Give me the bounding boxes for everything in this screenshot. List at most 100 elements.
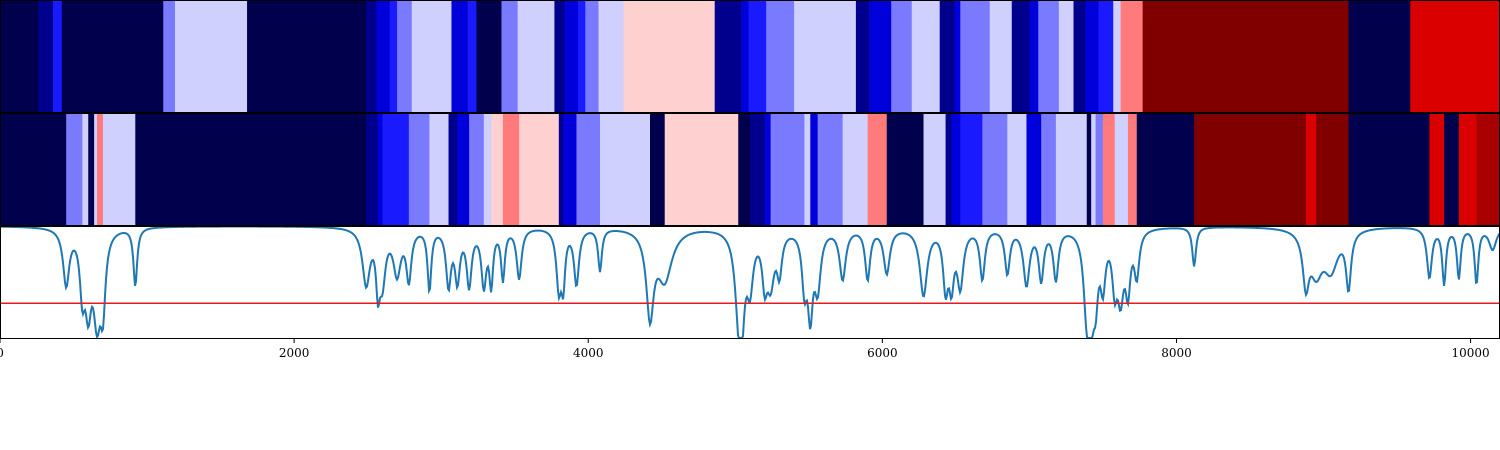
x-tick-label: 6000 (867, 346, 898, 360)
heatmap-cell (1410, 0, 1500, 112)
heatmap-cell (408, 113, 430, 225)
heatmap-cell (558, 113, 564, 225)
heatmap-cell (954, 0, 961, 112)
x-tick-label: 2000 (279, 346, 310, 360)
heatmap-cell (97, 113, 104, 225)
heatmap-cell (1058, 0, 1074, 112)
heatmap-cell (94, 113, 98, 225)
heatmap-cell (923, 113, 946, 225)
heatmap-cell (1113, 0, 1121, 112)
heatmap-strip-top (0, 0, 1500, 112)
heatmap-cell (175, 0, 248, 112)
heatmap-cell (451, 0, 469, 112)
heatmap-cell (397, 0, 413, 112)
heatmap-cell (1098, 0, 1114, 112)
heatmap-cell (1348, 113, 1430, 225)
heatmap-cell (82, 113, 89, 225)
heatmap-cell (576, 113, 601, 225)
heatmap-strip-middle (0, 113, 1500, 225)
heatmap-cell (867, 113, 888, 225)
heatmap-cell (376, 0, 391, 112)
heatmap-cell (1305, 113, 1317, 225)
heatmap-cell (804, 113, 811, 225)
heatmap-cell (491, 113, 504, 225)
heatmap-cell (748, 0, 767, 112)
heatmap-cell (600, 113, 651, 225)
heatmap-cell (0, 113, 67, 225)
heatmap-cell (1476, 113, 1500, 225)
heatmap-cell (517, 0, 555, 112)
x-tick-label: 10000 (1451, 346, 1489, 360)
heatmap-cell (945, 113, 952, 225)
heatmap-cell (855, 0, 870, 112)
heatmap-cell (429, 113, 449, 225)
heatmap-cell (247, 0, 367, 112)
heatmap-cell (1127, 113, 1138, 225)
heatmap-cell (989, 0, 1013, 112)
heatmap-cell (467, 0, 477, 112)
heatmap-cell (366, 113, 379, 225)
heatmap-cell (794, 0, 857, 112)
heatmap-cell (714, 0, 742, 112)
heatmap-cell (1429, 113, 1445, 225)
heatmap-cell (1348, 0, 1411, 112)
x-tick-label: 4000 (573, 346, 604, 360)
heatmap-cell (483, 113, 492, 225)
heatmap-cell (764, 113, 771, 225)
heatmap-cell (585, 0, 599, 112)
heatmap-cell (951, 113, 961, 225)
heatmap-cell (1458, 113, 1477, 225)
heatmap-cell (1007, 113, 1027, 225)
series-line (0, 225, 1500, 340)
heatmap-cell (770, 113, 805, 225)
heatmap-cell (448, 113, 458, 225)
x-tick-label: 0 (0, 346, 4, 360)
heatmap-cell (766, 0, 795, 112)
x-tick-label: 8000 (1161, 346, 1192, 360)
heatmap-cell (411, 0, 452, 112)
heatmap-cell (86, 0, 164, 112)
heatmap-cell (501, 0, 519, 112)
heatmap-cell (389, 0, 398, 112)
heatmap-cell (1041, 113, 1057, 225)
heatmap-cell (891, 0, 913, 112)
heatmap-cell (869, 0, 892, 112)
heatmap-cell (1029, 0, 1039, 112)
heatmap-cell (0, 0, 39, 112)
heatmap-cell (738, 113, 751, 225)
heatmap-cell (817, 113, 844, 225)
heatmap-cell (1114, 113, 1129, 225)
heatmap-cell (1011, 0, 1030, 112)
heatmap-cell (886, 113, 924, 225)
heatmap-cell (469, 113, 485, 225)
heatmap-cell (1073, 0, 1086, 112)
heatmap-cell (554, 0, 566, 112)
heatmap-cell (52, 0, 63, 112)
heatmap-cell (1085, 0, 1099, 112)
heatmap-cell (1142, 0, 1349, 112)
heatmap-cell (982, 113, 1008, 225)
heatmap-cell (842, 113, 869, 225)
heatmap-cell (939, 0, 955, 112)
heatmap-cell (623, 0, 716, 112)
heatmap-cell (88, 113, 95, 225)
heatmap-cell (1444, 113, 1460, 225)
heatmap-cell (476, 0, 502, 112)
heatmap-cell (38, 0, 54, 112)
heatmap-cell (598, 0, 624, 112)
heatmap-cell (135, 113, 367, 225)
heatmap-cell (750, 113, 766, 225)
heatmap-cell (1095, 113, 1104, 225)
heatmap-cell (382, 113, 410, 225)
heatmap-cell (1194, 113, 1307, 225)
heatmap-cell (577, 0, 586, 112)
heatmap-cell (102, 113, 136, 225)
heatmap-cell (366, 0, 377, 112)
heatmap-cell (1038, 0, 1060, 112)
heatmap-cell (1055, 113, 1088, 225)
heatmap-cell (650, 113, 666, 225)
heatmap-cell (1102, 113, 1116, 225)
heatmap-cell (1026, 113, 1042, 225)
heatmap-cell (810, 113, 819, 225)
